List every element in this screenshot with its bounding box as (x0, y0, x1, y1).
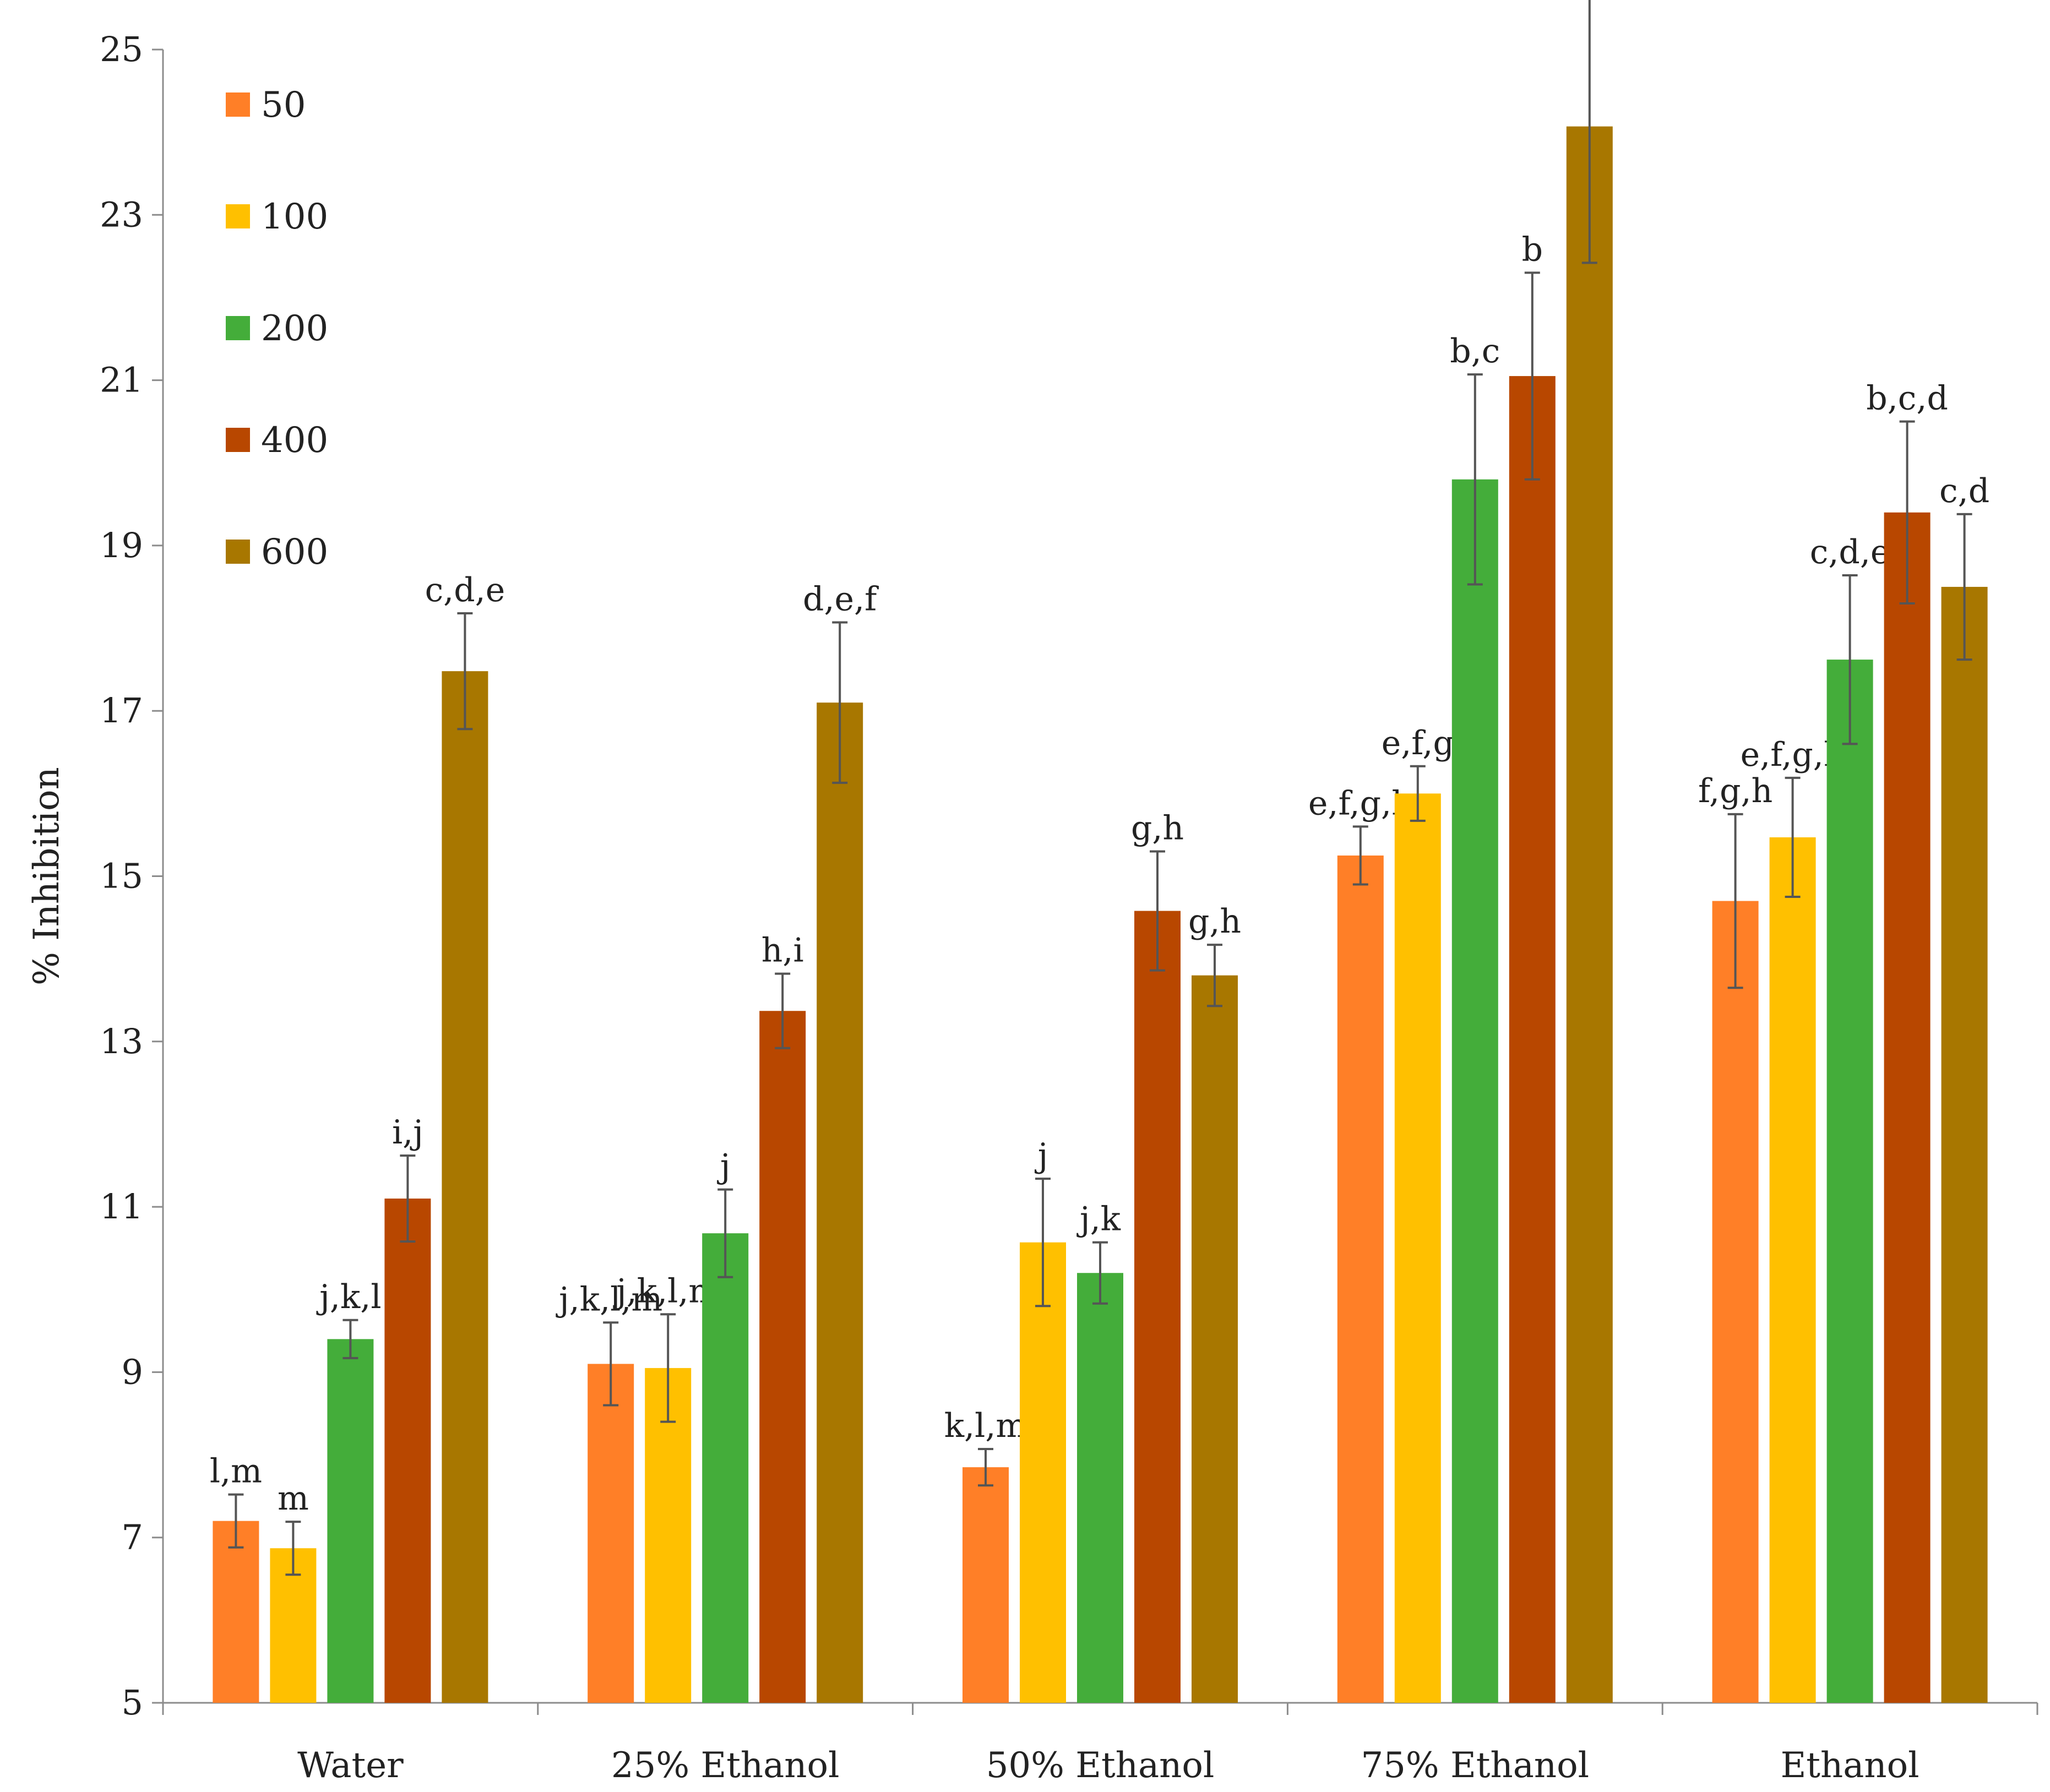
bar (1941, 586, 1988, 1703)
significance-label: c,d (1939, 472, 1989, 510)
bar (1337, 855, 1384, 1703)
significance-label: e,f,g (1382, 724, 1454, 762)
bar (384, 1199, 431, 1703)
significance-label: j,k,l,m (613, 1272, 720, 1310)
y-tick-label: 17 (100, 690, 143, 731)
y-tick-label: 9 (122, 1352, 143, 1392)
legend-swatch (226, 92, 250, 117)
y-tick-label: 25 (100, 29, 143, 69)
bar (1134, 911, 1181, 1703)
significance-label: j (1035, 1136, 1048, 1175)
significance-label: g,h (1131, 809, 1184, 847)
significance-label: j,k,l,m (556, 1280, 662, 1319)
significance-label: j (717, 1147, 731, 1186)
significance-label: b (1522, 230, 1543, 269)
y-tick-label: 15 (100, 856, 143, 896)
significance-label: m (278, 1479, 309, 1518)
bar (442, 671, 488, 1703)
legend-swatch (226, 316, 250, 340)
legend-label: 100 (261, 197, 328, 237)
y-tick-label: 11 (100, 1186, 143, 1227)
x-category-label: Ethanol (1781, 1745, 1920, 1786)
bar (1712, 901, 1759, 1703)
legend-label: 600 (261, 532, 328, 573)
bar (1769, 837, 1816, 1703)
significance-label: j,k,l (316, 1278, 381, 1316)
bar (1192, 975, 1238, 1703)
significance-label: j,k (1076, 1200, 1121, 1239)
legend-label: 400 (261, 420, 328, 461)
bar (1509, 376, 1556, 1703)
significance-label: h,i (762, 932, 804, 970)
y-tick-label: 21 (100, 360, 143, 400)
significance-label: i,j (392, 1113, 423, 1152)
y-tick-label: 19 (100, 525, 143, 565)
bar (213, 1521, 259, 1703)
bar (817, 702, 863, 1703)
bar (1566, 126, 1613, 1703)
bar (1826, 660, 1873, 1703)
legend-swatch (226, 204, 250, 228)
bar (1020, 1242, 1066, 1703)
y-tick-label: 7 (122, 1517, 143, 1557)
significance-label: l,m (210, 1452, 262, 1491)
bar (702, 1233, 749, 1703)
significance-label: k,l,m (944, 1407, 1027, 1445)
x-category-label: Water (297, 1745, 404, 1786)
legend-label: 200 (261, 308, 328, 349)
significance-label: d,e,f (803, 580, 879, 619)
x-category-label: 50% Ethanol (986, 1745, 1215, 1786)
legend-swatch (226, 428, 250, 452)
bar (1884, 512, 1931, 1703)
significance-label: b,c (1450, 332, 1500, 371)
bar (759, 1011, 806, 1703)
bar (963, 1467, 1009, 1703)
y-tick-label: 13 (100, 1021, 143, 1061)
significance-label: c,d,e (1810, 533, 1890, 571)
legend-swatch (226, 540, 250, 564)
bar (645, 1368, 692, 1703)
x-category-label: 75% Ethanol (1361, 1745, 1589, 1786)
legend-label: 50 (261, 85, 306, 126)
significance-label: b,c,d (1866, 379, 1948, 418)
bar (1077, 1273, 1123, 1703)
x-category-label: 25% Ethanol (611, 1745, 840, 1786)
y-tick-label: 5 (122, 1682, 143, 1723)
significance-label: f,g,h (1698, 772, 1772, 810)
bar (588, 1364, 634, 1703)
bar (327, 1339, 374, 1703)
significance-label: g,h (1188, 902, 1241, 941)
bar (1451, 479, 1498, 1703)
significance-label: c,d,e (425, 571, 505, 609)
y-tick-label: 23 (100, 194, 143, 235)
y-axis-title: % Inhibition (26, 767, 67, 985)
bar (1394, 793, 1441, 1703)
